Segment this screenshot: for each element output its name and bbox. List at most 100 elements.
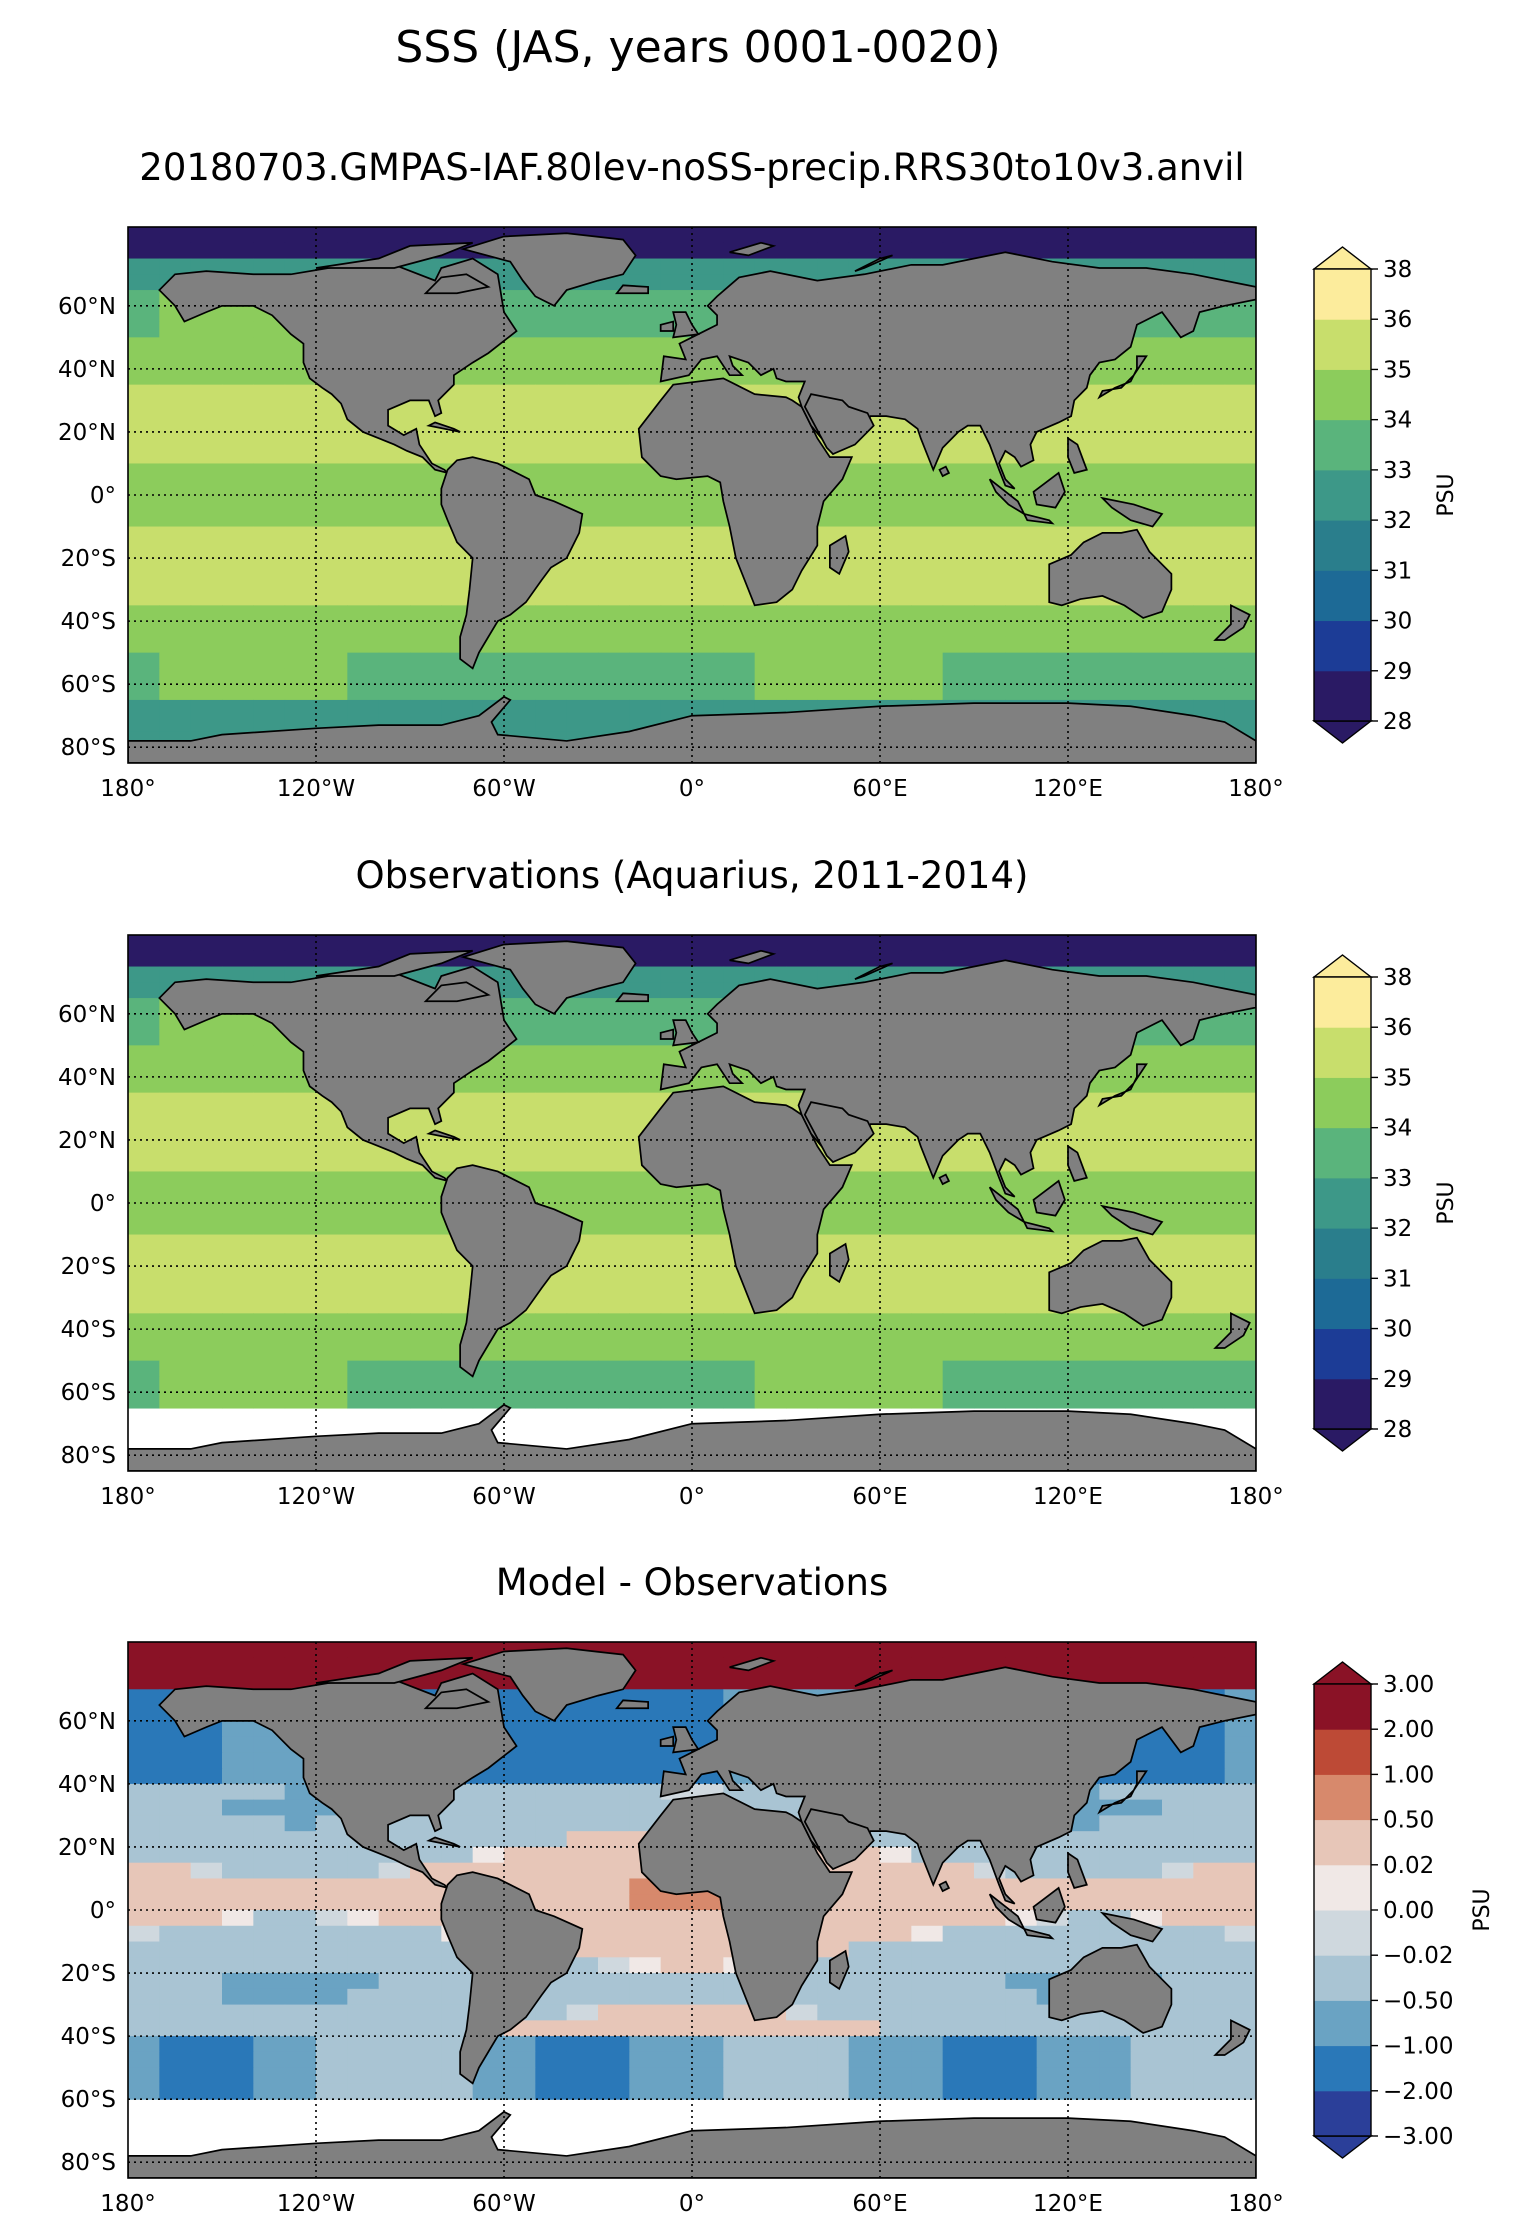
field-cell [190,1313,223,1330]
field-cell [1005,1360,1038,1378]
field-cell [1162,1657,1194,1675]
field-cell [316,950,348,968]
field-cell [1130,400,1163,417]
field-cell [1193,2036,1226,2053]
field-cell [410,1218,442,1236]
field-cell [284,242,317,260]
field-cell [1099,1392,1132,1409]
field-cell [692,1957,724,1974]
field-cell [848,1360,881,1378]
colorbar-swatch [1314,469,1371,521]
field-cell [316,573,348,591]
field-cell [128,1029,160,1046]
field-cell [598,1752,630,1769]
field-cell [566,1076,599,1094]
field-cell [786,227,818,244]
field-cell [942,1297,975,1314]
field-cell [347,589,380,606]
field-cell [1193,447,1226,465]
field-cell [1162,1642,1194,1659]
field-cell [880,242,912,260]
field-cell [1193,1657,1226,1675]
field-cell [848,2083,881,2100]
field-cell [598,1155,630,1173]
field-cell [786,1376,818,1393]
field-cell [1162,1783,1194,1801]
field-cell [848,1862,881,1880]
field-cell [1193,1092,1226,1110]
field-cell [880,1925,912,1943]
field-cell [253,526,286,543]
field-cell [942,1218,975,1236]
field-cell [222,1061,254,1078]
field-cell [1193,1925,1226,1943]
field-cell [660,2067,693,2085]
field-cell [190,1297,223,1314]
colorbar-tick-label: 36 [1383,1015,1412,1041]
field-cell [942,1925,975,1943]
field-cell [535,479,568,496]
field-cell [378,1171,411,1188]
field-cell [410,495,442,512]
field-cell [222,1988,254,2006]
field-cell [1099,652,1132,670]
colorbar-tick-label: 1.00 [1383,1762,1434,1788]
field-cell [253,447,286,465]
field-cell [1068,684,1100,701]
field-cell [1005,935,1038,952]
field-cell [911,652,944,670]
field-cell [504,2083,536,2100]
field-cell [629,2067,662,2085]
field-cell [347,1329,380,1346]
field-cell [1162,1878,1194,1895]
field-cell [598,1218,630,1236]
field-cell [848,2067,881,2085]
field-cell [190,1392,223,1409]
field-cell [1068,1360,1100,1378]
field-cell [1099,368,1132,386]
field-cell [974,1203,1006,1220]
field-cell [1193,242,1226,260]
field-cell [660,258,693,275]
field-cell [253,605,286,622]
field-cell [1224,1250,1256,1267]
field-cell [1036,1642,1069,1659]
field-cell [942,668,975,685]
field-cell [942,2083,975,2100]
field-cell [284,1910,317,1927]
field-cell [284,510,317,528]
field-cell [566,1736,599,1753]
field-cell [316,558,348,575]
field-cell [190,1973,223,1990]
field-cell [284,416,317,433]
field-cell [786,605,818,622]
field-cell [911,242,944,260]
field-cell [378,1988,411,2006]
field-cell [974,684,1006,701]
field-cell [1036,1313,1069,1330]
colorbar-swatch [1314,1955,1371,2001]
field-cell [410,558,442,575]
field-cell [504,1124,536,1141]
field-cell [472,1092,505,1110]
field-cell [974,2004,1006,2021]
field-cell [1036,447,1069,465]
field-cell [942,542,975,559]
field-cell [472,1076,505,1094]
field-cell [629,1376,662,1393]
field-cell [817,935,850,952]
field-cell [1193,1941,1226,1958]
field-cell [190,2067,223,2085]
field-cell [1193,1203,1226,1220]
field-cell [347,2067,380,2085]
field-cell [1193,1076,1226,1094]
field-cell [316,1281,348,1299]
field-cell [504,715,536,733]
colorbar-label: PSU [1470,1888,1495,1931]
field-cell [629,573,662,591]
field-cell [629,966,662,983]
field-cell [1162,463,1194,480]
colorbar-swatch [1314,419,1371,471]
field-cell [629,510,662,528]
field-cell [848,1973,881,1990]
